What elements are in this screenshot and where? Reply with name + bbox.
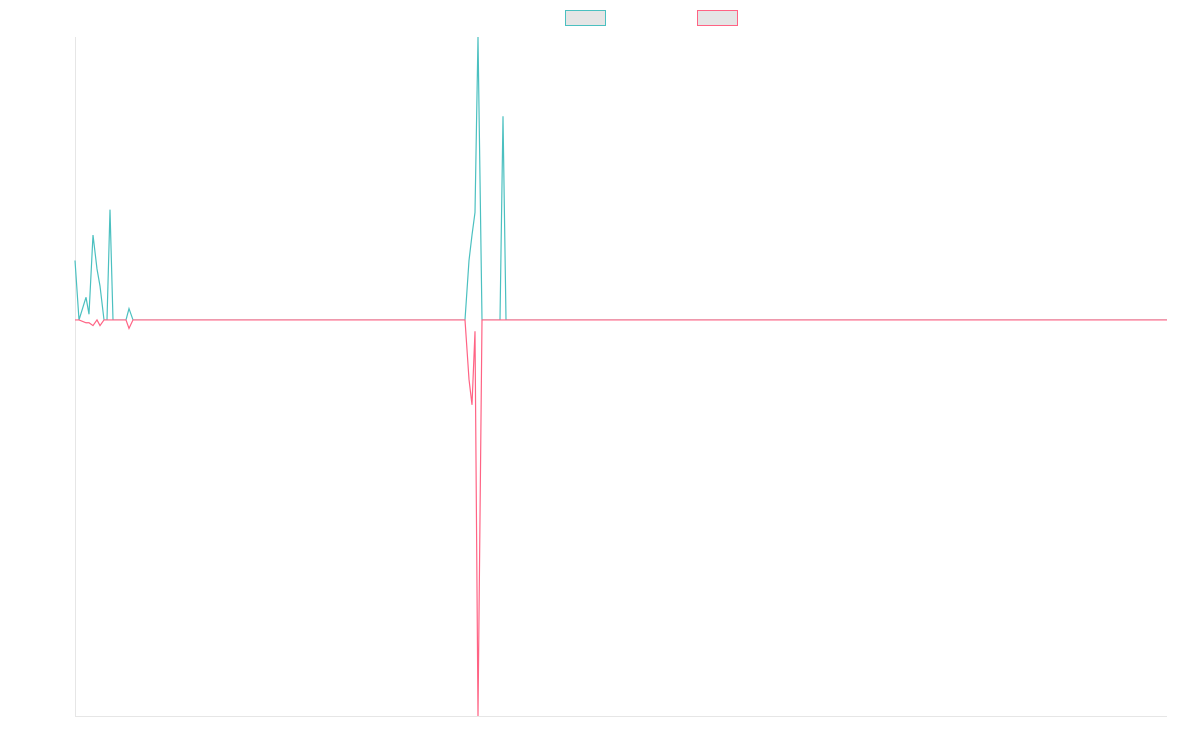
line-series — [75, 318, 1167, 717]
line-series — [74, 36, 1167, 321]
legend-swatch — [565, 10, 606, 26]
legend-swatch — [697, 10, 738, 26]
